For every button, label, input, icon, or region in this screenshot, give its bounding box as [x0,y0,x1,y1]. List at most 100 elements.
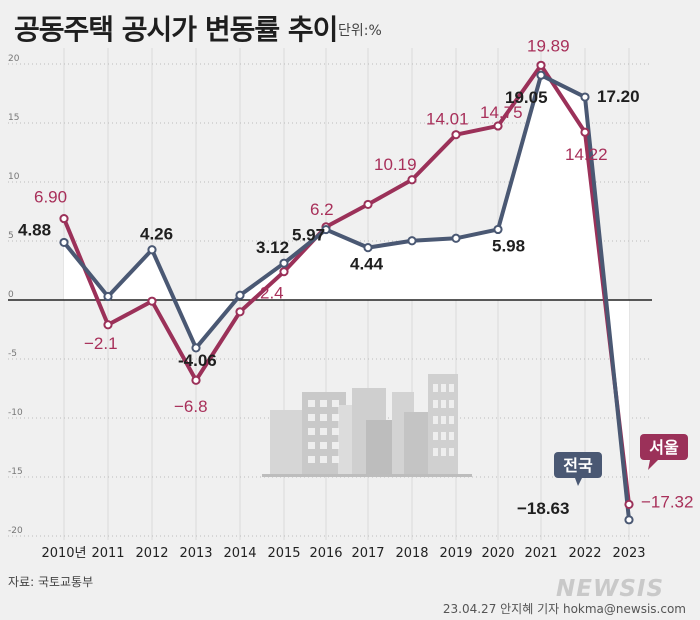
building-window [320,400,327,407]
building-window [433,448,438,456]
data-point-seoul [103,320,113,330]
y-tick-label: -20 [8,526,23,536]
x-tick-label: 2013 [179,546,212,561]
legend-tag-national-text: 전국 [563,456,593,475]
series-line-seoul [62,63,631,507]
data-point-national [536,70,546,80]
building-window [449,432,454,440]
newsis-logo: NEWSIS [556,576,665,602]
building-window [449,416,454,424]
data-label-national: 3.12 [256,238,289,257]
legend-tag-national-pointer [575,478,582,486]
building-window [449,384,454,392]
x-tick-label: 2021 [524,546,557,561]
building-window [441,384,446,392]
series-line-national [62,73,631,522]
building-window [433,416,438,424]
data-point-national [580,92,590,102]
data-point-seoul [536,60,546,70]
data-point-national [493,224,503,235]
y-tick-label: 5 [8,231,14,241]
building-window [320,442,327,449]
building-illustration [262,374,472,477]
source-note: 자료: 국토교통부 [8,575,94,589]
building-window [308,414,315,421]
x-tick-label: 2012 [135,546,168,561]
data-label-seoul: 6.2 [310,200,334,219]
data-point-seoul [191,375,201,385]
data-label-seoul: 2.4 [260,284,284,303]
data-point-seoul [363,199,373,210]
data-point-national [451,233,461,243]
data-point-seoul [624,499,634,509]
y-tick-label: 15 [8,113,19,123]
data-label-national: 4.44 [350,255,384,274]
building-window [308,400,315,407]
building-window [433,400,438,408]
building [270,410,304,474]
building-window [441,432,446,440]
x-tick-label: 2018 [395,546,428,561]
y-tick-label: 10 [8,172,20,182]
x-tick-label: 2017 [351,546,384,561]
x-tick-label: 2022 [568,546,601,561]
chart-title: 공동주택 공시가 변동률 추이 [14,13,338,46]
legend-tag-national-box [554,452,602,478]
building-window [332,456,339,463]
data-point-national [624,515,634,525]
x-tick-label: 2016 [309,546,342,561]
data-label-national: −18.63 [517,499,569,518]
building-window [449,400,454,408]
data-point-seoul [59,213,69,224]
building-window [320,456,327,463]
data-point-seoul [493,121,503,131]
data-point-national [279,258,289,268]
building-window [332,400,339,407]
data-label-seoul: −17.32 [641,492,693,511]
y-tick-label: 0 [8,290,14,300]
data-label-seoul: −2.1 [84,334,118,353]
data-point-national [103,291,113,302]
data-label-seoul: 6.90 [34,188,67,207]
area-fill-national [64,75,629,520]
data-label-national: 4.26 [140,225,173,244]
x-tick-label: 2015 [267,546,300,561]
legend-tag-seoul-text: 서울 [649,438,679,457]
x-tick-label: 2023 [612,546,645,561]
building-window [332,428,339,435]
y-tick-label: -5 [8,349,17,359]
building-window [433,432,438,440]
building-window [441,448,446,456]
legend-tag-seoul-pointer [648,460,658,470]
data-label-seoul: 14.75 [480,103,523,122]
building-window [308,428,315,435]
data-point-seoul [279,267,289,277]
data-point-national [59,237,69,248]
building-window [332,442,339,449]
data-point-national [235,290,245,300]
x-tick-label: 2014 [223,546,256,561]
data-label-national: 5.97 [292,226,325,245]
x-tick-label: 2010년 [41,546,86,561]
data-point-national [191,343,201,353]
data-point-seoul [235,307,245,317]
data-label-seoul: 10.19 [374,155,417,174]
data-point-national [363,243,373,253]
data-point-seoul [451,130,461,140]
building-window [320,414,327,421]
building-window [449,448,454,456]
data-label-national: -4.06 [178,351,217,370]
data-label-seoul: 19.89 [527,36,570,55]
data-point-national [321,224,331,235]
data-label-national: 4.88 [18,220,51,239]
data-label-national: 17.20 [597,87,640,106]
data-label-seoul: 14.22 [565,145,608,164]
building-window [441,400,446,408]
data-label-national: 19.05 [505,88,548,107]
building-window [308,456,315,463]
data-point-national [407,236,417,246]
building-window [320,428,327,435]
data-label-seoul: −6.8 [174,397,208,416]
x-tick-label: 2020 [481,546,514,561]
